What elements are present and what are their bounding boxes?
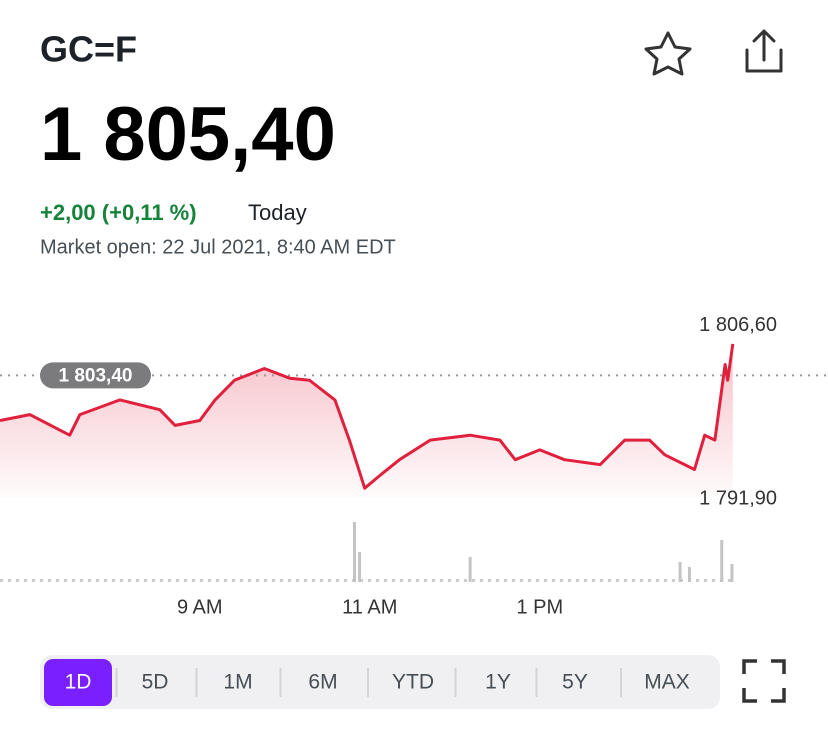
period: Today: [248, 200, 307, 225]
range-bar: [40, 655, 720, 709]
range-button[interactable]: 1D: [65, 671, 92, 694]
range-button[interactable]: 5Y: [562, 671, 588, 694]
range-button[interactable]: 1M: [223, 671, 252, 694]
fullscreen-button[interactable]: [742, 659, 786, 703]
range-button[interactable]: YTD: [392, 671, 434, 694]
watchlist-star[interactable]: [644, 31, 692, 76]
range-button[interactable]: 6M: [308, 671, 337, 694]
range-button[interactable]: 5D: [142, 671, 169, 694]
price-line: [0, 343, 735, 490]
range-button[interactable]: MAX: [644, 671, 690, 694]
market-status: Market open: 22 Jul 2021, 8:40 AM EDT: [40, 236, 396, 258]
range-selected: [44, 659, 112, 706]
volume-bar: [352, 522, 356, 582]
low-label: 1 791,90: [699, 487, 777, 509]
share-button[interactable]: [745, 29, 783, 73]
x-tick-label: 1 PM: [516, 596, 563, 618]
volume-bar: [687, 567, 691, 582]
volume-bar: [358, 552, 362, 582]
change: +2,00 (+0,11 %): [40, 200, 197, 225]
area-fill: [0, 343, 733, 497]
x-tick-label: 9 AM: [177, 596, 223, 618]
range-button[interactable]: 1Y: [485, 671, 511, 694]
volume-bar: [468, 557, 472, 582]
x-tick-label: 11 AM: [342, 596, 397, 618]
high-label: 1 806,60: [699, 314, 777, 336]
volume-bar: [678, 562, 682, 582]
volume-bar: [720, 540, 724, 582]
price: 1 805,40: [40, 92, 336, 177]
volume-bar: [730, 564, 734, 582]
ticker: GC=F: [40, 29, 137, 70]
previous-close-label: 1 803,40: [59, 365, 133, 386]
previous-close-pill: [40, 362, 151, 389]
